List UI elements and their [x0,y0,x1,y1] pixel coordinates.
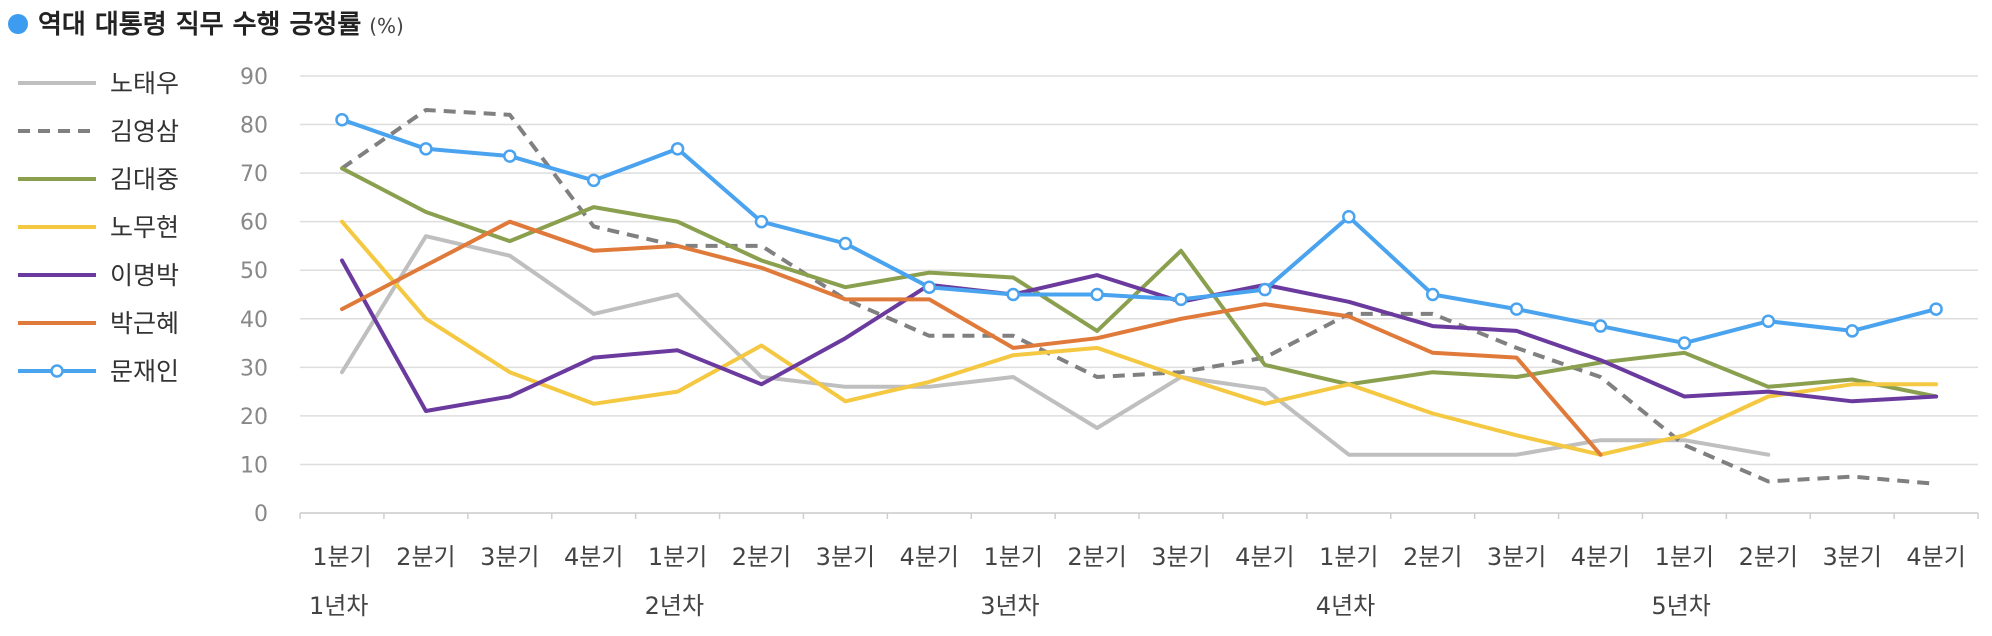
x-group-label: 1년차 [309,592,368,620]
data-point [335,112,349,127]
legend-label: 노무현 [110,213,179,242]
y-tick-label: 40 [240,308,268,333]
y-tick-label: 80 [240,114,268,139]
x-group-label: 2년차 [645,592,704,620]
x-tick-label: 2분기 [396,543,455,571]
x-tick-label: 3분기 [1151,543,1210,571]
legend-label: 이명박 [110,261,179,290]
data-point [1509,302,1524,316]
data-point [1845,324,1859,338]
legend-marker [50,364,64,378]
x-tick-label: 1분기 [312,543,371,571]
legend-label: 김영삼 [110,117,179,146]
legend-label: 노태우 [110,69,179,98]
y-tick-label: 70 [240,162,268,187]
data-point [670,142,685,156]
x-tick-label: 3분기 [1487,543,1546,571]
series-line-3 [340,219,1939,457]
data-point [419,142,433,156]
x-group-label: 3년차 [980,592,1039,620]
chart-title-group: 역대 대통령 직무 수행 긍정률 (%) [8,10,404,40]
legend-label: 김대중 [110,165,179,194]
x-tick-label: 4분기 [1571,543,1630,571]
gridlines [300,75,1978,514]
data-point [922,280,937,294]
data-point [503,149,517,163]
series-line-2 [340,166,1939,399]
data-point [1425,287,1440,302]
series-line-5 [340,219,1603,457]
x-tick-label: 1분기 [648,543,707,571]
series-line-0 [340,234,1771,457]
x-tick-label: 4분기 [900,543,959,571]
x-tick-label: 3분기 [480,543,539,571]
x-tick-label: 3분기 [816,543,875,571]
y-tick-label: 20 [240,405,268,430]
legend-label: 문재인 [110,357,179,386]
x-group-label: 5년차 [1651,592,1710,620]
chart-title-unit: (%) [369,14,404,38]
series-line-1 [340,108,1937,486]
x-tick-label: 2분기 [1739,543,1798,571]
x-tick-label: 4분기 [1906,543,1965,571]
legend-label: 박근혜 [110,309,179,338]
data-point [586,173,601,188]
data-point [1342,210,1356,224]
data-point [838,236,853,251]
y-tick-label: 60 [240,211,268,236]
x-group-label: 4년차 [1316,592,1375,620]
data-point [1929,302,1943,316]
x-tick-label: 2분기 [1067,543,1126,571]
data-point [1258,282,1272,297]
x-tick-label: 1분기 [983,543,1042,571]
y-tick-label: 0 [254,502,268,527]
y-tick-label: 30 [240,356,268,381]
x-tick-label: 1분기 [1655,543,1714,571]
series-lines [335,108,1943,486]
y-tick-label: 50 [240,259,268,284]
axes: 0 10 20 30 40 50 60 70 80 90 1분기 2분기 3분기 4분기 1분기 2분기 3분기… [240,65,1979,620]
data-point [1761,314,1776,328]
y-tick-label: 10 [240,453,268,478]
chart-title: 역대 대통령 직무 수행 긍정률 [38,10,361,40]
data-point [1090,287,1104,302]
data-point [1006,287,1020,302]
x-tick-label: 1분기 [1319,543,1378,571]
title-marker-icon [8,14,28,34]
data-point [1174,292,1188,307]
data-point [754,214,769,229]
series-line-6 [340,117,1939,346]
y-tick-label: 90 [240,65,268,90]
data-point [1677,336,1692,350]
x-tick-label: 2분기 [732,543,791,571]
x-tick-label: 3분기 [1822,543,1881,571]
series-line-4 [340,258,1939,413]
data-point [1593,319,1608,333]
x-tick-label: 4분기 [564,543,623,571]
x-tick-label: 2분기 [1403,543,1462,571]
x-tick-label: 4분기 [1235,543,1294,571]
